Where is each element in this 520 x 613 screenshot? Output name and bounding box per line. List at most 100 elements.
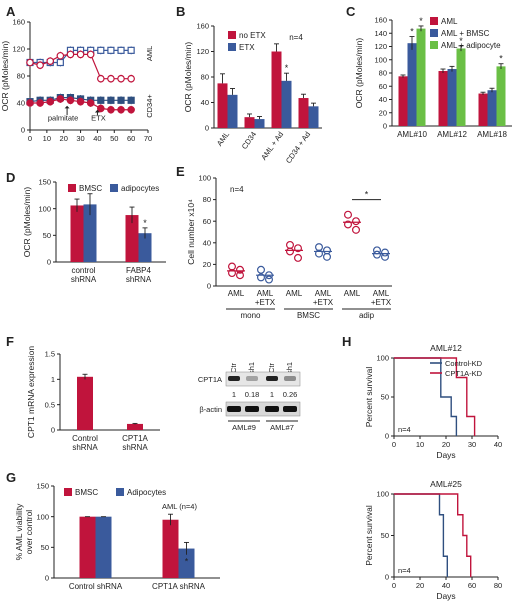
panel-c-y-tick-label: 0 bbox=[383, 122, 387, 131]
panel-label-G: G bbox=[6, 470, 16, 485]
panel-e-y-tick-label: 40 bbox=[203, 238, 211, 247]
panel-h-aml25-title: AML#25 bbox=[430, 479, 462, 489]
panel-d-legend-bmsc-swatch bbox=[68, 184, 76, 192]
panel-e-point bbox=[315, 243, 324, 252]
panel-a-palmitate-arrowhead bbox=[64, 105, 70, 109]
panel-d-bar bbox=[70, 205, 84, 262]
panel-f-y-tick-label: 0.5 bbox=[45, 400, 55, 409]
panel-a-series-label-cd34: CD34+ bbox=[145, 94, 154, 118]
panel-f-blot-row-label: CPT1A bbox=[198, 375, 222, 384]
panel-h-aml12-y-tick-label: 0 bbox=[385, 432, 389, 441]
panel-a-y-tick-label: 0 bbox=[21, 126, 25, 135]
panel-b-legend-etx-label: ETX bbox=[239, 43, 255, 52]
panel-c-y-tick-label: 100 bbox=[374, 55, 387, 64]
panel-f-blot-value: 0.18 bbox=[245, 390, 260, 399]
panel-a-point bbox=[97, 104, 105, 113]
panel-c-y-tick-label: 120 bbox=[374, 42, 387, 51]
panel-b-note: n=4 bbox=[289, 33, 303, 42]
panel-e-point bbox=[352, 225, 361, 234]
panel-f-y-tick-label: 0 bbox=[51, 426, 55, 435]
panel-a-point bbox=[117, 46, 125, 54]
panel-h-aml25-y-tick-label: 0 bbox=[385, 573, 389, 582]
panel-g-legend-adipocytes-label: Adipocytes bbox=[127, 488, 166, 497]
panel-c-y-tick-label: 80 bbox=[379, 69, 387, 78]
panel-h-aml25-y-tick-label: 100 bbox=[376, 490, 389, 499]
panel-h-aml25-x-label: Days bbox=[436, 591, 455, 601]
panel-d-y-label: OCR (pMoles/min) bbox=[22, 187, 32, 258]
panel-a-point bbox=[56, 58, 64, 67]
panel-a-x-tick-label: 0 bbox=[28, 134, 32, 143]
panel-a-annotation-palmitate: palmitate bbox=[48, 114, 78, 123]
panel-e-point bbox=[286, 240, 295, 249]
panel-a-x-tick-label: 70 bbox=[144, 134, 152, 143]
panel-a-point bbox=[97, 46, 105, 54]
panel-d-y-tick-label: 100 bbox=[38, 204, 51, 213]
panel-f-blot-value: 1 bbox=[270, 390, 274, 399]
panel-e-point bbox=[294, 244, 303, 253]
panel-g-significance: * bbox=[185, 557, 189, 567]
panel-c-y-tick-label: 20 bbox=[379, 108, 387, 117]
panel-a-y-tick-label: 160 bbox=[12, 18, 25, 27]
panel-label-H: H bbox=[342, 334, 351, 349]
panel-f-blot-lane-label: sh1 bbox=[247, 362, 256, 374]
panel-b-legend-no-etx-swatch bbox=[228, 31, 236, 39]
panel-g-bar bbox=[178, 548, 195, 578]
panel-h-aml12-y-tick-label: 100 bbox=[376, 354, 389, 363]
panel-h-aml12-x-tick-label: 20 bbox=[442, 440, 450, 449]
panel-f-blot-band bbox=[284, 376, 296, 381]
panel-f-blot-group-label: AML#9 bbox=[232, 423, 256, 432]
panel-c-legend-adipocyte-label: AML + adipocyte bbox=[441, 41, 501, 50]
panel-h-aml25-x-tick-label: 20 bbox=[416, 581, 424, 590]
panel-f-blot-band bbox=[228, 376, 240, 381]
panel-h-aml25-x-tick-label: 0 bbox=[392, 581, 396, 590]
panel-g-y-label: % AML viability bbox=[14, 503, 24, 561]
panel-c-significance: * bbox=[499, 54, 503, 64]
panel-g-x-tick-label: CPT1A shRNA bbox=[152, 582, 206, 591]
panel-c-x-tick-label: AML#12 bbox=[437, 130, 467, 139]
panel-c-bar bbox=[416, 28, 426, 126]
panel-g-bar bbox=[95, 516, 112, 578]
panel-e-point bbox=[344, 220, 353, 229]
panel-c-y-label: OCR (pMoles/min) bbox=[354, 38, 364, 109]
panel-c-legend-bmsc-label: AML + BMSC bbox=[441, 29, 490, 38]
panel-f-x-tick-label: CPT1A bbox=[122, 434, 148, 443]
panel-b-y-tick-label: 40 bbox=[201, 98, 209, 107]
panel-a-x-tick-label: 60 bbox=[127, 134, 135, 143]
panel-label-C: C bbox=[346, 4, 356, 19]
panel-b-x-tick-label: AML bbox=[215, 130, 231, 148]
panel-d-legend-adipocytes-label: adipocytes bbox=[121, 184, 159, 193]
panel-a-point bbox=[107, 74, 115, 83]
panel-label-B: B bbox=[176, 4, 185, 19]
panel-b-significance: * bbox=[285, 63, 289, 73]
panel-e-x-tick-label: AML bbox=[286, 289, 303, 298]
panel-b-bar bbox=[271, 51, 282, 128]
panel-d-legend-adipocytes-swatch bbox=[110, 184, 118, 192]
panel-c-bar bbox=[398, 76, 408, 126]
panel-a-point bbox=[56, 51, 65, 60]
panel-e-point bbox=[265, 271, 274, 280]
panel-c-significance: * bbox=[459, 36, 463, 46]
panel-f-blot-band bbox=[227, 406, 241, 412]
panel-a-x-tick-label: 20 bbox=[60, 134, 68, 143]
panel-a-point bbox=[127, 74, 135, 83]
panel-f-x-tick-label: Control bbox=[72, 434, 98, 443]
panel-f-blot-lane-label: sh1 bbox=[285, 362, 294, 374]
panel-a-annotation-etx: ETX bbox=[91, 114, 106, 123]
panel-f-blot-lane-label: Ctr bbox=[229, 363, 238, 374]
panel-d-significance: * bbox=[143, 218, 147, 228]
panel-h-aml25-note: n=4 bbox=[398, 566, 411, 575]
panel-c-bar bbox=[456, 48, 466, 126]
panel-a-series-label-aml: AML bbox=[145, 46, 154, 61]
panel-d-legend-bmsc-label: BMSC bbox=[79, 184, 102, 193]
panel-e-point bbox=[315, 249, 324, 258]
panel-c-legend-adipocyte-swatch bbox=[430, 41, 438, 49]
panel-label-F: F bbox=[6, 334, 14, 349]
panel-h-aml12-x-tick-label: 0 bbox=[392, 440, 396, 449]
panel-e-significance: * bbox=[365, 190, 369, 200]
panel-f-blot-group-label: AML#7 bbox=[270, 423, 294, 432]
panel-h-aml12-x-tick-label: 10 bbox=[416, 440, 424, 449]
panel-d-y-tick-label: 0 bbox=[47, 258, 51, 267]
panel-e-point bbox=[373, 250, 382, 259]
panel-f-blot-band bbox=[265, 406, 279, 412]
panel-e-x-tick-label: +ETX bbox=[313, 298, 334, 307]
